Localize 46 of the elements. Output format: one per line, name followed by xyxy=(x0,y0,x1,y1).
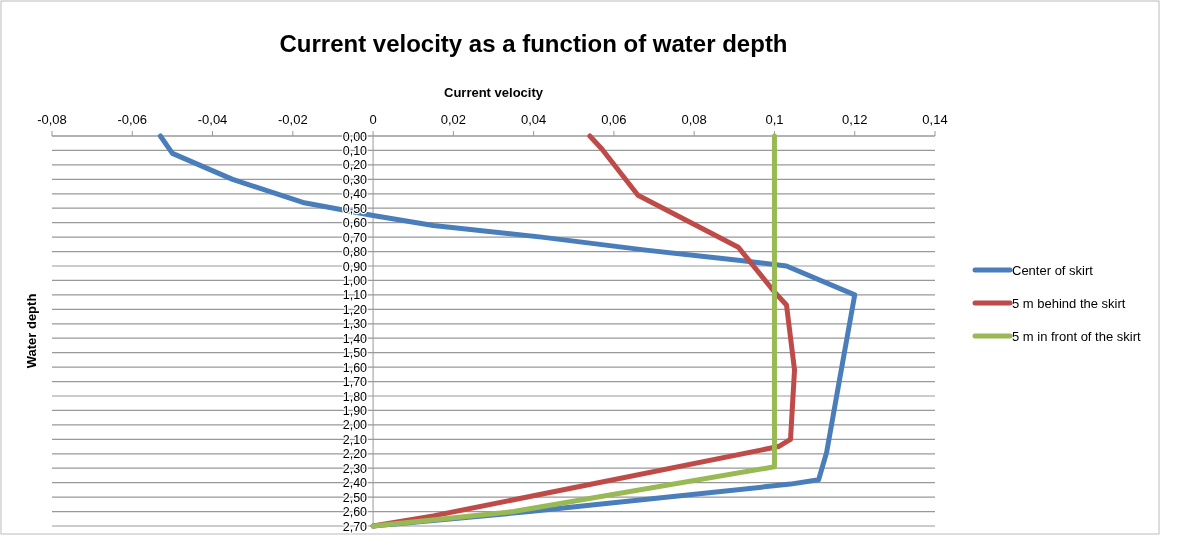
legend-label: 5 m in front of the skirt xyxy=(1012,329,1141,344)
y-tick-label: 0,90 xyxy=(342,259,368,274)
y-tick-label: 1,10 xyxy=(342,288,368,303)
x-tick-label: -0,06 xyxy=(117,112,148,127)
y-tick-label: 1,30 xyxy=(342,317,368,332)
y-tick-label: 2,40 xyxy=(342,476,368,491)
x-tick-label: 0,1 xyxy=(765,112,784,127)
legend-label: Center of skirt xyxy=(1012,263,1094,278)
x-tick-label: 0,06 xyxy=(601,112,627,127)
x-tick-label: 0,12 xyxy=(842,112,868,127)
y-tick-label: 0,50 xyxy=(342,201,368,216)
y-tick-label: 2,00 xyxy=(342,418,368,433)
x-tick-label: -0,04 xyxy=(197,112,228,127)
y-tick-label: 1,80 xyxy=(342,389,368,404)
y-tick-label: 0,60 xyxy=(342,216,368,231)
y-tick-label: 0,20 xyxy=(342,158,368,173)
chart-title: Current velocity as a function of water depth xyxy=(279,30,788,57)
x-tick-label: 0,14 xyxy=(922,112,948,127)
y-tick-label: 0,40 xyxy=(342,187,368,202)
x-axis-title: Current velocity xyxy=(444,85,544,100)
y-tick-label: 2,60 xyxy=(342,505,368,520)
y-tick-label: 2,20 xyxy=(342,447,368,462)
y-tick-label: 1,20 xyxy=(342,302,368,317)
y-tick-label: 1,40 xyxy=(342,331,368,346)
y-tick-label: 0,70 xyxy=(342,230,368,245)
x-tick-label: -0,08 xyxy=(37,112,67,127)
y-tick-label: 0,10 xyxy=(342,143,368,158)
x-tick-label: 0 xyxy=(369,112,377,127)
y-tick-label: 0,80 xyxy=(342,245,368,260)
y-tick-label: 1,00 xyxy=(342,273,368,288)
y-tick-label: 2,30 xyxy=(342,461,368,476)
y-tick-label: 2,70 xyxy=(342,519,368,534)
x-tick-label: -0,02 xyxy=(278,112,308,127)
legend-label: 5 m behind the skirt xyxy=(1012,296,1126,311)
y-tick-label: 2,10 xyxy=(342,432,368,447)
x-tick-label: 0,02 xyxy=(440,112,467,127)
y-tick-label: 0,00 xyxy=(342,129,368,144)
y-tick-label: 1,90 xyxy=(342,403,368,418)
x-tick-label: 0,04 xyxy=(520,112,547,127)
y-tick-label: 0,30 xyxy=(342,172,368,187)
y-tick-label: 2,50 xyxy=(342,490,368,505)
y-axis-title: Water depth xyxy=(24,293,39,369)
x-tick-label: 0,08 xyxy=(681,112,707,127)
y-tick-label: 1,50 xyxy=(342,346,368,361)
y-tick-label: 1,70 xyxy=(342,375,368,390)
y-tick-label: 1,60 xyxy=(342,360,368,375)
